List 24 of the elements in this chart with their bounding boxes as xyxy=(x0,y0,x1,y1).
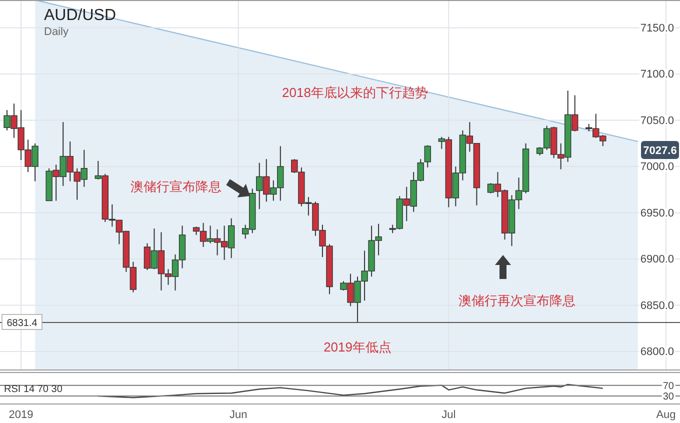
x-tick-label: Jul xyxy=(442,409,456,421)
annotation: 2019年低点 xyxy=(324,339,392,354)
y-tick-label: 7000.0 xyxy=(640,161,674,173)
y-tick-label: 6900.0 xyxy=(640,254,674,266)
text: Daily xyxy=(44,26,69,38)
y-tick-label: 6950.0 xyxy=(640,207,674,220)
annotation: 7027.6 xyxy=(643,145,677,157)
y-tick-label: 6800.0 xyxy=(640,346,674,358)
chart-title: AUD/USD xyxy=(44,7,116,24)
y-tick-label: 30 xyxy=(662,392,674,402)
x-tick-label: Aug xyxy=(656,409,676,421)
annotation: 澳储行再次宣布降息 xyxy=(458,293,576,308)
y-tick-label: 7150.0 xyxy=(640,22,674,34)
y-tick-label: 7100.0 xyxy=(640,68,674,80)
ref-line-label: 6831.4 xyxy=(6,318,38,329)
annotation: 2018年底以来的下行趋势 xyxy=(282,85,428,100)
x-tick-label: 2019 xyxy=(8,409,34,421)
y-tick-label: 70 xyxy=(662,380,674,392)
y-tick-label: 7050.0 xyxy=(640,114,674,127)
x-tick-label: Jun xyxy=(229,409,248,421)
candlestick xyxy=(424,144,431,168)
annotation: 澳储行宣布降息 xyxy=(130,179,222,194)
y-tick-label: 6850.0 xyxy=(640,300,674,312)
text: RSI 14 70 30 xyxy=(4,384,63,395)
